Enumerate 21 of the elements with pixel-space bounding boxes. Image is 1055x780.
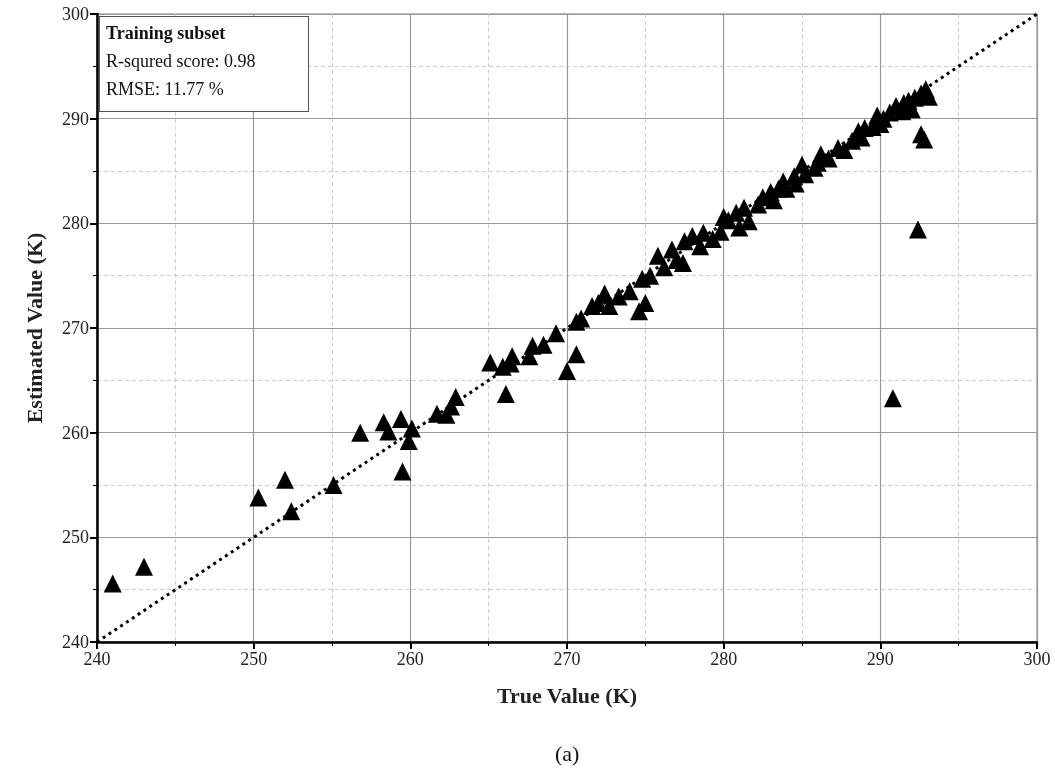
annotation: R-squred score: 0.98 <box>106 51 256 72</box>
x-tick-label: 240 <box>83 649 111 669</box>
y-tick-label: 300 <box>62 4 89 24</box>
x-tick-label: 250 <box>240 649 268 669</box>
annotation: Training subset <box>106 23 226 44</box>
y-tick-label: 270 <box>62 318 89 338</box>
y-axis-title: Estimated Value (K) <box>21 232 47 424</box>
y-tick-label: 280 <box>62 213 89 234</box>
x-axis-title: True Value (K) <box>496 682 638 708</box>
y-tick-label: 240 <box>62 632 89 652</box>
y-tick-label: 260 <box>62 422 89 443</box>
y-tick-label: 250 <box>62 527 89 548</box>
note-box: Training subset R-squred score: 0.98 RMSE: 11.77 % <box>99 16 309 112</box>
y-tick-label: 290 <box>62 108 89 129</box>
x-tick-label: 300 <box>1023 649 1051 669</box>
x-tick-label: 270 <box>553 649 581 669</box>
x-tick-label: 280 <box>710 649 738 669</box>
text: (a) <box>555 740 580 766</box>
annotation: RMSE: 11.77 % <box>106 79 224 100</box>
x-tick-label: 290 <box>866 649 894 669</box>
x-tick-label: 260 <box>396 649 424 669</box>
